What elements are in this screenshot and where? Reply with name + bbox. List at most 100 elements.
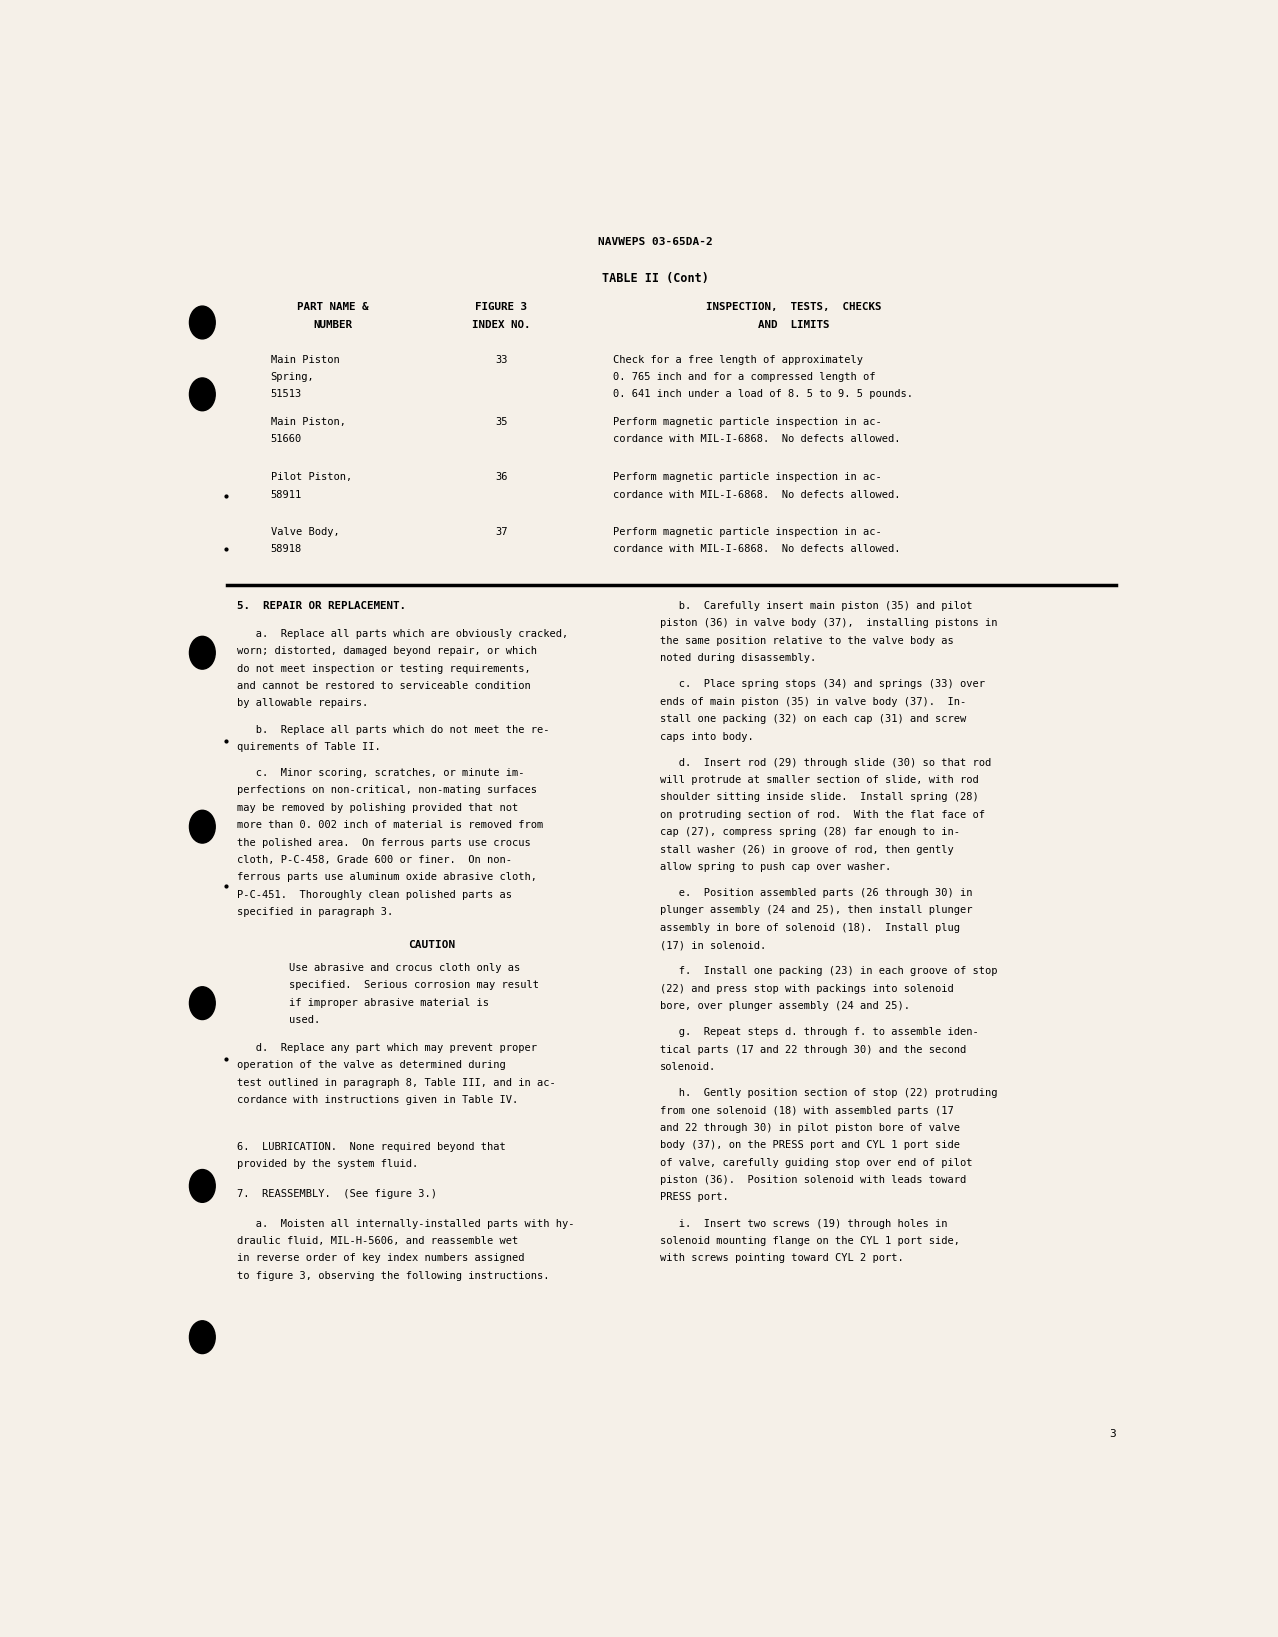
Text: caps into body.: caps into body. (659, 732, 754, 742)
Text: NAVWEPS 03-65DA-2: NAVWEPS 03-65DA-2 (598, 237, 712, 247)
Text: 36: 36 (495, 473, 507, 483)
Text: 58911: 58911 (271, 489, 302, 499)
Text: 6.  LUBRICATION.  None required beyond that: 6. LUBRICATION. None required beyond tha… (236, 1143, 506, 1152)
Text: Perform magnetic particle inspection in ac-: Perform magnetic particle inspection in … (613, 527, 882, 537)
Text: 0. 641 inch under a load of 8. 5 to 9. 5 pounds.: 0. 641 inch under a load of 8. 5 to 9. 5… (613, 390, 914, 399)
Text: the same position relative to the valve body as: the same position relative to the valve … (659, 635, 953, 647)
Text: specified in paragraph 3.: specified in paragraph 3. (236, 907, 394, 917)
Text: and cannot be restored to serviceable condition: and cannot be restored to serviceable co… (236, 681, 530, 691)
Text: PRESS port.: PRESS port. (659, 1192, 728, 1203)
Text: provided by the system fluid.: provided by the system fluid. (236, 1159, 418, 1169)
Text: cordance with MIL-I-6868.  No defects allowed.: cordance with MIL-I-6868. No defects all… (613, 434, 901, 444)
Text: draulic fluid, MIL-H-5606, and reassemble wet: draulic fluid, MIL-H-5606, and reassembl… (236, 1236, 519, 1246)
Text: to figure 3, observing the following instructions.: to figure 3, observing the following ins… (236, 1270, 550, 1280)
Text: e.  Position assembled parts (26 through 30) in: e. Position assembled parts (26 through … (659, 887, 973, 899)
Text: of valve, carefully guiding stop over end of pilot: of valve, carefully guiding stop over en… (659, 1157, 973, 1167)
Text: piston (36) in valve body (37),  installing pistons in: piston (36) in valve body (37), installi… (659, 619, 997, 629)
Text: bore, over plunger assembly (24 and 25).: bore, over plunger assembly (24 and 25). (659, 1002, 910, 1012)
Text: with screws pointing toward CYL 2 port.: with screws pointing toward CYL 2 port. (659, 1254, 904, 1264)
Text: worn; distorted, damaged beyond repair, or which: worn; distorted, damaged beyond repair, … (236, 647, 537, 656)
Text: cloth, P-C-458, Grade 600 or finer.  On non-: cloth, P-C-458, Grade 600 or finer. On n… (236, 855, 512, 864)
Circle shape (189, 637, 215, 670)
Text: noted during disassembly.: noted during disassembly. (659, 653, 817, 663)
Text: 33: 33 (495, 355, 507, 365)
Text: PART NAME &: PART NAME & (298, 303, 369, 313)
Text: Main Piston: Main Piston (271, 355, 340, 365)
Text: c.  Place spring stops (34) and springs (33) over: c. Place spring stops (34) and springs (… (659, 679, 985, 689)
Text: (17) in solenoid.: (17) in solenoid. (659, 940, 767, 949)
Text: and 22 through 30) in pilot piston bore of valve: and 22 through 30) in pilot piston bore … (659, 1123, 960, 1133)
Text: quirements of Table II.: quirements of Table II. (236, 742, 381, 751)
Circle shape (189, 987, 215, 1020)
Text: d.  Replace any part which may prevent proper: d. Replace any part which may prevent pr… (236, 1043, 537, 1053)
Text: h.  Gently position section of stop (22) protruding: h. Gently position section of stop (22) … (659, 1089, 997, 1098)
Text: test outlined in paragraph 8, Table III, and in ac-: test outlined in paragraph 8, Table III,… (236, 1077, 556, 1087)
Text: 7.  REASSEMBLY.  (See figure 3.): 7. REASSEMBLY. (See figure 3.) (236, 1188, 437, 1198)
Text: 35: 35 (495, 417, 507, 427)
Text: 37: 37 (495, 527, 507, 537)
Text: specified.  Serious corrosion may result: specified. Serious corrosion may result (289, 981, 538, 990)
Text: Pilot Piston,: Pilot Piston, (271, 473, 351, 483)
Text: a.  Moisten all internally-installed parts with hy-: a. Moisten all internally-installed part… (236, 1218, 575, 1229)
Circle shape (189, 378, 215, 411)
Text: i.  Insert two screws (19) through holes in: i. Insert two screws (19) through holes … (659, 1218, 947, 1229)
Text: 51513: 51513 (271, 390, 302, 399)
Text: 58918: 58918 (271, 543, 302, 553)
Text: (22) and press stop with packings into solenoid: (22) and press stop with packings into s… (659, 984, 953, 994)
Circle shape (189, 1169, 215, 1202)
Text: Perform magnetic particle inspection in ac-: Perform magnetic particle inspection in … (613, 417, 882, 427)
Text: 5.  REPAIR OR REPLACEMENT.: 5. REPAIR OR REPLACEMENT. (236, 601, 406, 611)
Text: solenoid.: solenoid. (659, 1062, 716, 1072)
Text: tical parts (17 and 22 through 30) and the second: tical parts (17 and 22 through 30) and t… (659, 1044, 966, 1054)
Text: Use abrasive and crocus cloth only as: Use abrasive and crocus cloth only as (289, 963, 520, 972)
Text: allow spring to push cap over washer.: allow spring to push cap over washer. (659, 863, 891, 873)
Text: NUMBER: NUMBER (313, 319, 353, 331)
Text: INDEX NO.: INDEX NO. (472, 319, 530, 331)
Text: FIGURE 3: FIGURE 3 (475, 303, 528, 313)
Text: Perform magnetic particle inspection in ac-: Perform magnetic particle inspection in … (613, 473, 882, 483)
Text: b.  Replace all parts which do not meet the re-: b. Replace all parts which do not meet t… (236, 725, 550, 735)
Text: P-C-451.  Thoroughly clean polished parts as: P-C-451. Thoroughly clean polished parts… (236, 891, 512, 900)
Text: used.: used. (289, 1015, 320, 1025)
Text: do not meet inspection or testing requirements,: do not meet inspection or testing requir… (236, 663, 530, 674)
Text: shoulder sitting inside slide.  Install spring (28): shoulder sitting inside slide. Install s… (659, 792, 979, 802)
Text: cap (27), compress spring (28) far enough to in-: cap (27), compress spring (28) far enoug… (659, 827, 960, 837)
Text: perfections on non-critical, non-mating surfaces: perfections on non-critical, non-mating … (236, 786, 537, 796)
Text: body (37), on the PRESS port and CYL 1 port side: body (37), on the PRESS port and CYL 1 p… (659, 1141, 960, 1151)
Text: operation of the valve as determined during: operation of the valve as determined dur… (236, 1061, 506, 1071)
Text: 51660: 51660 (271, 434, 302, 444)
Text: cordance with instructions given in Table IV.: cordance with instructions given in Tabl… (236, 1095, 519, 1105)
Text: in reverse order of key index numbers assigned: in reverse order of key index numbers as… (236, 1254, 524, 1264)
Text: b.  Carefully insert main piston (35) and pilot: b. Carefully insert main piston (35) and… (659, 601, 973, 611)
Text: g.  Repeat steps d. through f. to assemble iden-: g. Repeat steps d. through f. to assembl… (659, 1028, 979, 1038)
Text: ferrous parts use aluminum oxide abrasive cloth,: ferrous parts use aluminum oxide abrasiv… (236, 873, 537, 882)
Text: Check for a free length of approximately: Check for a free length of approximately (613, 355, 864, 365)
Text: stall washer (26) in groove of rod, then gently: stall washer (26) in groove of rod, then… (659, 845, 953, 855)
Text: plunger assembly (24 and 25), then install plunger: plunger assembly (24 and 25), then insta… (659, 905, 973, 915)
Text: solenoid mounting flange on the CYL 1 port side,: solenoid mounting flange on the CYL 1 po… (659, 1236, 960, 1246)
Text: Main Piston,: Main Piston, (271, 417, 345, 427)
Text: Spring,: Spring, (271, 372, 314, 383)
Text: Valve Body,: Valve Body, (271, 527, 340, 537)
Text: on protruding section of rod.  With the flat face of: on protruding section of rod. With the f… (659, 810, 985, 820)
Text: a.  Replace all parts which are obviously cracked,: a. Replace all parts which are obviously… (236, 629, 569, 638)
Text: 3: 3 (1109, 1429, 1116, 1439)
Text: cordance with MIL-I-6868.  No defects allowed.: cordance with MIL-I-6868. No defects all… (613, 543, 901, 553)
Text: CAUTION: CAUTION (409, 940, 456, 949)
Text: 0. 765 inch and for a compressed length of: 0. 765 inch and for a compressed length … (613, 372, 875, 383)
Text: ends of main piston (35) in valve body (37).  In-: ends of main piston (35) in valve body (… (659, 697, 966, 707)
Text: the polished area.  On ferrous parts use crocus: the polished area. On ferrous parts use … (236, 838, 530, 848)
Text: by allowable repairs.: by allowable repairs. (236, 699, 368, 709)
Text: assembly in bore of solenoid (18).  Install plug: assembly in bore of solenoid (18). Insta… (659, 923, 960, 933)
Text: f.  Install one packing (23) in each groove of stop: f. Install one packing (23) in each groo… (659, 966, 997, 976)
Text: more than 0. 002 inch of material is removed from: more than 0. 002 inch of material is rem… (236, 820, 543, 830)
Text: may be removed by polishing provided that not: may be removed by polishing provided tha… (236, 802, 519, 814)
Text: INSPECTION,  TESTS,  CHECKS: INSPECTION, TESTS, CHECKS (705, 303, 882, 313)
Text: will protrude at smaller section of slide, with rod: will protrude at smaller section of slid… (659, 774, 979, 786)
Text: piston (36).  Position solenoid with leads toward: piston (36). Position solenoid with lead… (659, 1175, 966, 1185)
Circle shape (189, 1321, 215, 1354)
Text: if improper abrasive material is: if improper abrasive material is (289, 997, 488, 1008)
Text: c.  Minor scoring, scratches, or minute im-: c. Minor scoring, scratches, or minute i… (236, 768, 524, 778)
Text: cordance with MIL-I-6868.  No defects allowed.: cordance with MIL-I-6868. No defects all… (613, 489, 901, 499)
Text: AND  LIMITS: AND LIMITS (758, 319, 829, 331)
